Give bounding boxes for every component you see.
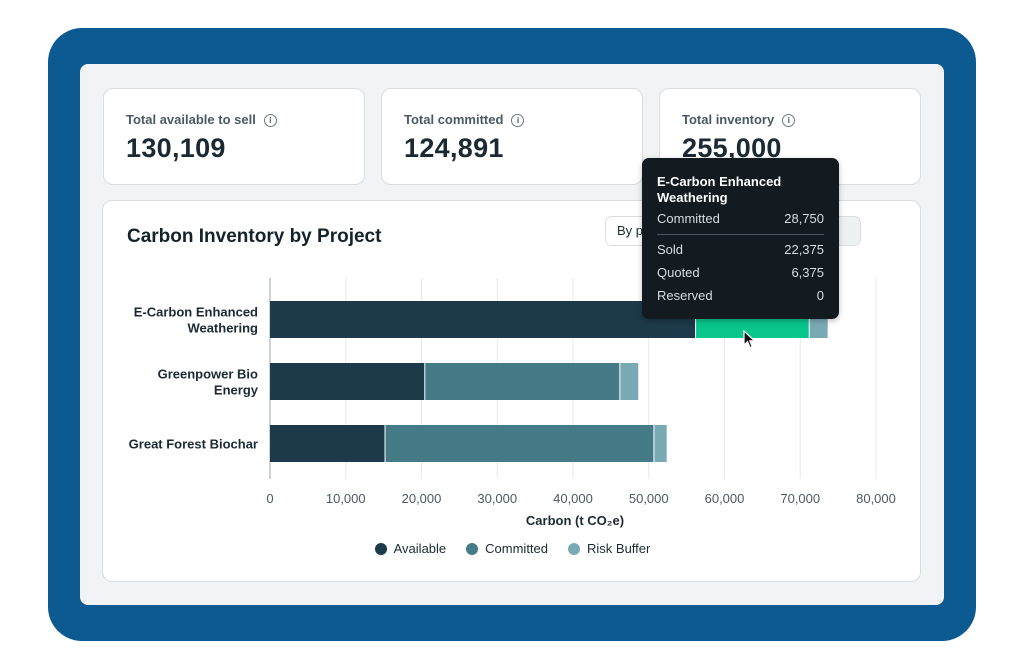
x-tick-label: 50,000: [629, 491, 669, 506]
tooltip-row-value: 0: [816, 288, 824, 303]
bar-segment: [270, 301, 696, 338]
kpi-card-committed: Total committed i 124,891: [381, 88, 643, 185]
x-tick-label: 60,000: [705, 491, 745, 506]
tooltip-row-value: 22,375: [784, 242, 824, 257]
bar-segment: [385, 425, 654, 462]
legend-swatch: [568, 542, 581, 555]
tooltip-divider: [657, 234, 824, 235]
tooltip-row: Sold 22,375: [657, 242, 824, 257]
bar-segment: [270, 425, 385, 462]
legend-swatch: [374, 542, 387, 555]
tooltip-row-label: Reserved: [657, 288, 713, 303]
kpi-card-available: Total available to sell i 130,109: [103, 88, 365, 185]
info-icon[interactable]: i: [263, 114, 277, 127]
bar-segment: [270, 363, 425, 400]
tooltip-row-label: Sold: [657, 242, 684, 257]
legend-item[interactable]: Risk Buffer: [568, 541, 650, 556]
x-tick-label: 40,000: [553, 491, 593, 506]
mouse-cursor-icon: [743, 330, 757, 349]
legend-item[interactable]: Committed: [466, 541, 548, 556]
kpi-label: Total available to sell: [126, 112, 256, 127]
kpi-value: 124,891: [404, 133, 504, 163]
legend-label: Risk Buffer: [587, 541, 651, 556]
chart-legend: Available Committed Risk Buffer: [103, 541, 922, 558]
legend-item[interactable]: Available: [374, 541, 447, 556]
category-label: Energy: [214, 383, 259, 398]
tooltip-row-value: 6,375: [791, 265, 824, 280]
category-label: Weathering: [187, 321, 258, 336]
tooltip-row-label: Committed: [657, 211, 720, 226]
category-label: Greenpower Bio: [158, 367, 258, 382]
category-label: Great Forest Biochar: [129, 437, 258, 452]
chart-title: Carbon Inventory by Project: [127, 226, 382, 247]
tooltip-row-label: Quoted: [657, 265, 700, 280]
info-icon[interactable]: i: [511, 114, 525, 127]
bar-segment: [620, 363, 639, 400]
chart-tooltip: E-Carbon Enhanced Weathering Committed 28…: [642, 158, 839, 319]
bar-segment: [654, 425, 667, 462]
tooltip-title: E-Carbon Enhanced Weathering: [657, 174, 782, 205]
tooltip-row-value: 28,750: [784, 211, 824, 226]
tooltip-row: Quoted 6,375: [657, 265, 824, 280]
kpi-value: 130,109: [126, 133, 226, 163]
legend-swatch: [466, 542, 479, 555]
x-tick-label: 0: [266, 491, 273, 506]
tooltip-row: Reserved 0: [657, 288, 824, 303]
x-axis-label: Carbon (t CO₂e): [526, 513, 624, 528]
kpi-label: Total committed: [404, 112, 504, 127]
x-tick-label: 10,000: [326, 491, 366, 506]
x-tick-label: 70,000: [780, 491, 820, 506]
info-icon[interactable]: i: [782, 114, 796, 127]
x-tick-label: 20,000: [402, 491, 442, 506]
legend-label: Committed: [485, 541, 549, 556]
x-tick-label: 80,000: [856, 491, 896, 506]
kpi-label: Total inventory: [682, 112, 775, 127]
bar-chart: 0 10,000 20,000 30,000 40,000 50,000 60,000 70,…: [129, 278, 896, 528]
x-tick-label: 30,000: [477, 491, 517, 506]
bar-segment: [425, 363, 620, 400]
category-label: E-Carbon Enhanced: [134, 305, 258, 320]
legend-label: Available: [393, 541, 447, 556]
tooltip-row: Committed 28,750: [657, 211, 824, 226]
